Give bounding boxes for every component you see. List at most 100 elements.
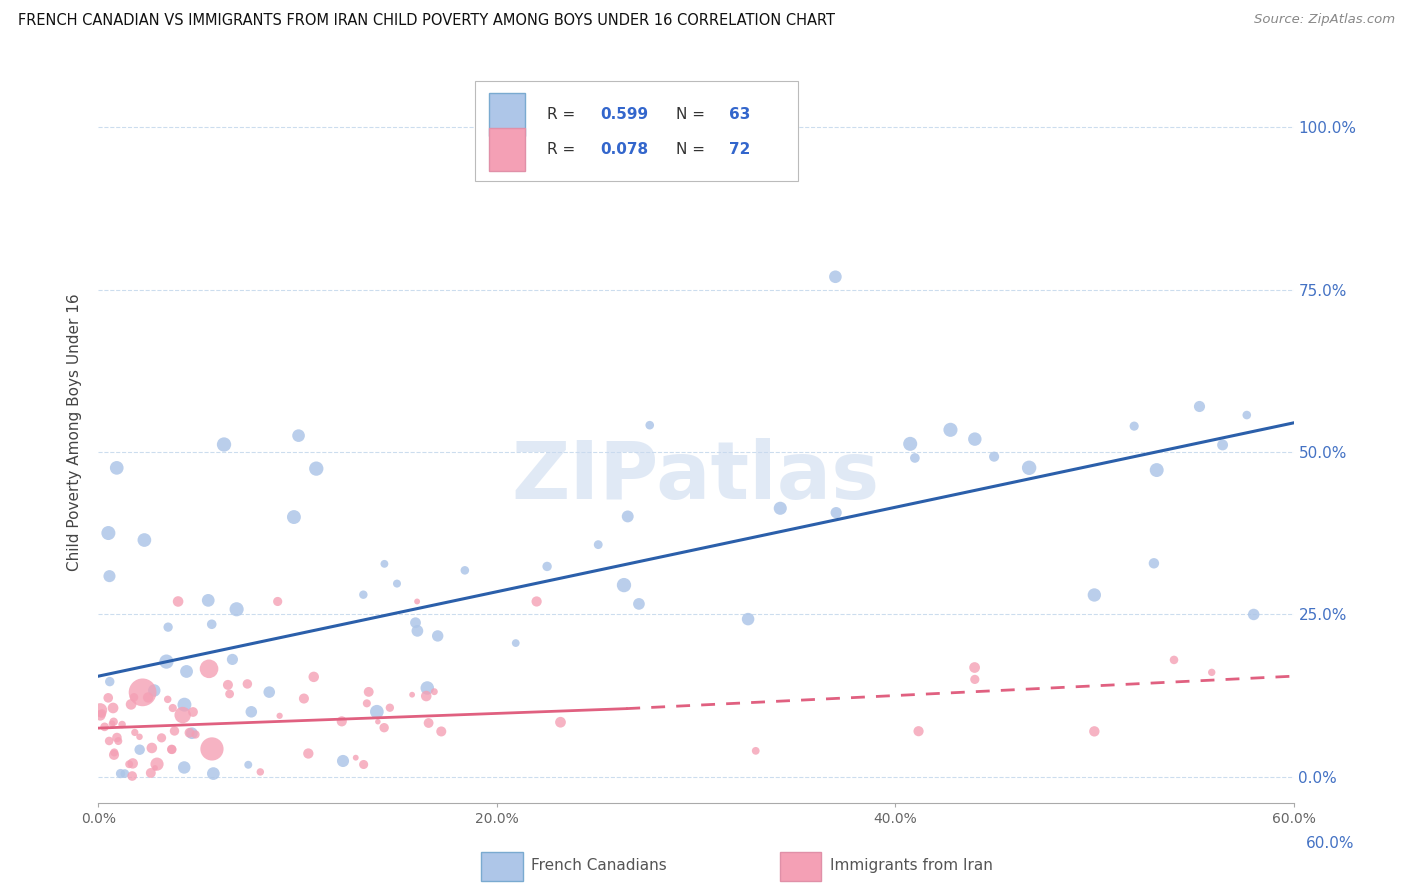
Point bbox=[378, 700, 401, 714]
Point bbox=[505, 636, 527, 650]
Point bbox=[267, 594, 290, 608]
Point bbox=[745, 744, 768, 758]
Point bbox=[550, 715, 572, 730]
Point bbox=[201, 742, 224, 756]
Point bbox=[181, 705, 204, 719]
Point bbox=[160, 742, 183, 756]
Point bbox=[120, 698, 142, 712]
Point bbox=[124, 725, 146, 739]
Point bbox=[638, 418, 661, 433]
Point bbox=[1083, 724, 1105, 739]
Point bbox=[157, 620, 180, 634]
Point bbox=[415, 689, 437, 703]
Point bbox=[139, 766, 162, 780]
Point bbox=[283, 510, 305, 524]
Point bbox=[146, 757, 169, 772]
FancyBboxPatch shape bbox=[475, 81, 797, 181]
Point bbox=[105, 731, 128, 745]
Point bbox=[586, 538, 609, 552]
Point bbox=[202, 766, 225, 780]
Point bbox=[111, 717, 134, 731]
Point bbox=[110, 766, 132, 780]
Text: N =: N = bbox=[676, 142, 710, 157]
Point bbox=[737, 612, 759, 626]
Point bbox=[898, 437, 921, 451]
Point bbox=[406, 594, 429, 608]
Point bbox=[1083, 588, 1105, 602]
Text: 63: 63 bbox=[730, 107, 751, 122]
Point bbox=[101, 701, 124, 715]
Text: French Canadians: French Canadians bbox=[531, 858, 666, 873]
Point bbox=[454, 563, 477, 577]
Point bbox=[198, 662, 221, 676]
Point bbox=[426, 629, 449, 643]
Point bbox=[134, 533, 156, 547]
Point bbox=[105, 461, 128, 475]
Point bbox=[305, 461, 328, 475]
Text: 60.0%: 60.0% bbox=[1306, 836, 1354, 851]
Point bbox=[107, 734, 129, 748]
Point bbox=[269, 708, 291, 723]
Point bbox=[162, 701, 184, 715]
Point bbox=[118, 757, 141, 772]
FancyBboxPatch shape bbox=[489, 93, 524, 136]
Point bbox=[1212, 438, 1234, 452]
Point bbox=[302, 670, 325, 684]
Point bbox=[627, 597, 650, 611]
Point bbox=[167, 594, 190, 608]
Point bbox=[1163, 653, 1185, 667]
Text: Source: ZipAtlas.com: Source: ZipAtlas.com bbox=[1254, 13, 1395, 27]
Point bbox=[373, 557, 395, 571]
Point bbox=[963, 660, 986, 674]
Point bbox=[824, 269, 846, 284]
Point bbox=[769, 501, 792, 516]
Point bbox=[373, 721, 395, 735]
Point bbox=[236, 677, 259, 691]
Point bbox=[1123, 419, 1146, 434]
Point bbox=[98, 569, 121, 583]
Point bbox=[430, 724, 453, 739]
Point bbox=[217, 678, 239, 692]
Point bbox=[172, 708, 194, 723]
Point bbox=[173, 698, 195, 712]
Point bbox=[344, 750, 367, 764]
Point bbox=[97, 690, 120, 705]
Point bbox=[128, 742, 150, 756]
Point bbox=[238, 757, 260, 772]
Text: N =: N = bbox=[676, 107, 710, 122]
Point bbox=[128, 730, 150, 744]
Point bbox=[401, 688, 423, 702]
Point bbox=[93, 720, 115, 734]
Point bbox=[141, 741, 163, 756]
Text: 72: 72 bbox=[730, 142, 751, 157]
Y-axis label: Child Poverty Among Boys Under 16: Child Poverty Among Boys Under 16 bbox=[67, 293, 83, 572]
Point bbox=[1236, 408, 1258, 422]
Point bbox=[983, 450, 1005, 464]
Point bbox=[423, 684, 446, 698]
Point bbox=[536, 559, 558, 574]
Point bbox=[939, 423, 962, 437]
Point bbox=[613, 578, 636, 592]
Text: FRENCH CANADIAN VS IMMIGRANTS FROM IRAN CHILD POVERTY AMONG BOYS UNDER 16 CORREL: FRENCH CANADIAN VS IMMIGRANTS FROM IRAN … bbox=[18, 13, 835, 29]
Point bbox=[257, 685, 280, 699]
Point bbox=[89, 708, 111, 723]
Text: ZIPatlas: ZIPatlas bbox=[512, 438, 880, 516]
Point bbox=[626, 140, 648, 154]
Point bbox=[1146, 463, 1168, 477]
FancyBboxPatch shape bbox=[779, 853, 821, 880]
Point bbox=[150, 731, 173, 745]
Point bbox=[160, 742, 183, 756]
Point bbox=[179, 725, 201, 739]
Point bbox=[163, 723, 186, 738]
Point bbox=[103, 714, 125, 729]
Text: R =: R = bbox=[547, 142, 579, 157]
Point bbox=[904, 450, 927, 465]
Point bbox=[97, 526, 120, 541]
Point bbox=[287, 428, 309, 442]
Text: R =: R = bbox=[547, 107, 579, 122]
Point bbox=[367, 714, 389, 729]
Text: 0.599: 0.599 bbox=[600, 107, 648, 122]
Point bbox=[225, 602, 247, 616]
Point bbox=[907, 724, 929, 739]
Point bbox=[357, 685, 380, 699]
